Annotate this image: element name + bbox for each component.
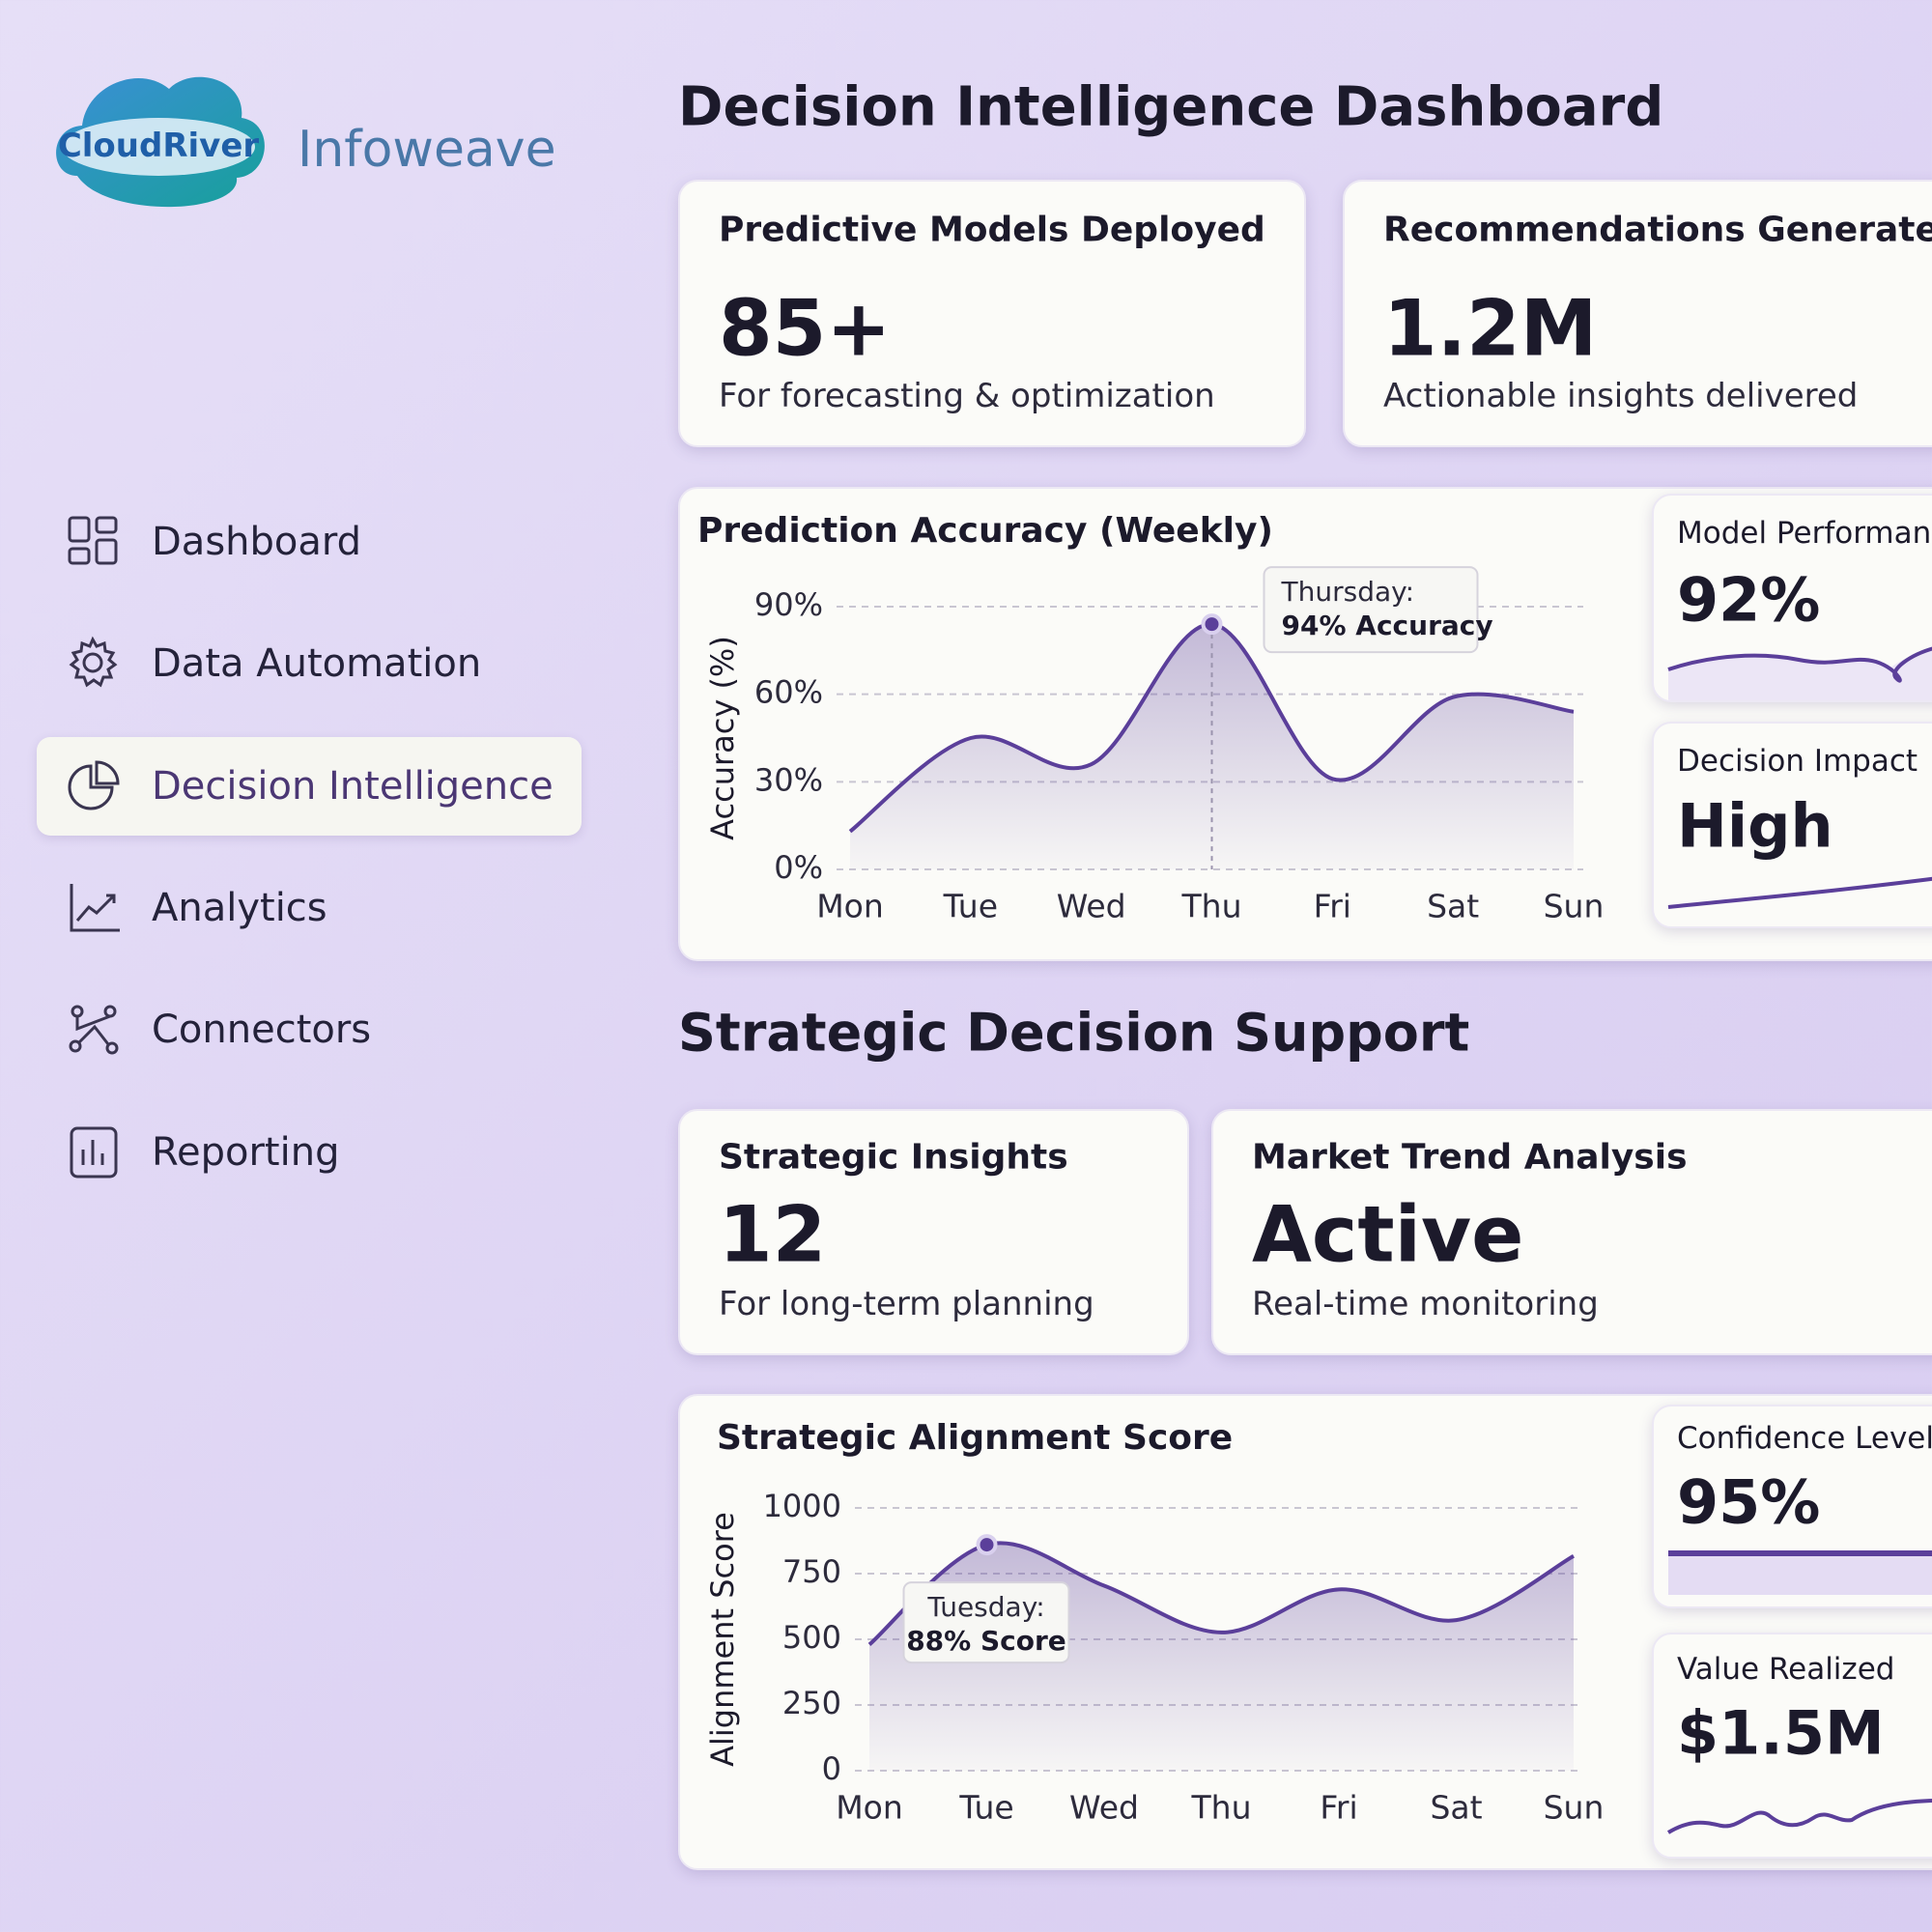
kpi-card: Predictive Models Deployed 85+ For forec… <box>678 180 1306 447</box>
card-title: Confidence Level <box>1677 1421 1932 1456</box>
insight-card: Strategic Insights 12 For long-term plan… <box>678 1109 1189 1355</box>
card-title: Market Trend Analysis <box>1252 1137 1688 1178</box>
card-value: 95% <box>1677 1466 1821 1538</box>
nav-label: Reporting <box>152 1130 340 1175</box>
card-value: 85+ <box>719 283 892 374</box>
card-value: 1.2M <box>1383 283 1598 374</box>
card-title: Decision Impact <box>1677 744 1918 779</box>
insight-card: Market Trend Analysis Active Real-time m… <box>1211 1109 1932 1355</box>
nav-item[interactable]: Dashboard <box>37 493 582 591</box>
card-value: 12 <box>719 1189 827 1280</box>
icon <box>68 760 120 810</box>
page-title: Decision Intelligence Dashboard <box>678 75 1664 139</box>
sparkline <box>1668 1550 1932 1595</box>
sparkline <box>1666 1798 1932 1834</box>
card-value: Active <box>1252 1189 1524 1280</box>
icon <box>69 636 118 688</box>
nav-label: Decision Intelligence <box>152 764 554 809</box>
metric-card: Decision Impact High <box>1652 722 1932 928</box>
sparkline <box>1667 646 1932 700</box>
icon <box>68 516 118 565</box>
section-title: Strategic Decision Support <box>678 1002 1470 1064</box>
card-value: 92% <box>1677 564 1821 636</box>
sparkline <box>1667 876 1932 909</box>
metric-card: Confidence Level 95% <box>1652 1405 1932 1608</box>
nav-item[interactable]: Data Automation <box>37 614 582 713</box>
card-title: Model Performan <box>1677 516 1932 551</box>
card-caption: For forecasting & optimization <box>719 377 1215 415</box>
cloudriver-logo: CloudRiver <box>56 76 265 208</box>
nav-item[interactable]: Connectors <box>37 980 582 1079</box>
icon <box>70 884 120 932</box>
icon <box>70 1126 118 1179</box>
metric-card: Model Performan 92% <box>1652 494 1932 702</box>
card-title: Strategic Insights <box>719 1137 1068 1178</box>
infoweave-logo: Infoweave <box>298 121 556 179</box>
card-caption: Actionable insights delivered <box>1383 377 1859 415</box>
nav-label: Connectors <box>152 1008 372 1052</box>
nav-label: Data Automation <box>152 641 482 686</box>
card-caption: Real-time monitoring <box>1252 1285 1599 1323</box>
nav-item[interactable]: Analytics <box>37 859 582 957</box>
nav-label: Dashboard <box>152 520 362 564</box>
brand-name: CloudRiver <box>58 127 260 165</box>
card-value: $1.5M <box>1677 1697 1885 1769</box>
metric-card: Value Realized $1.5M <box>1652 1633 1932 1859</box>
card-title: Predictive Models Deployed <box>719 210 1265 250</box>
nav-label: Analytics <box>152 886 327 930</box>
card-title: Recommendations Generated <box>1383 210 1932 250</box>
card-title: Value Realized <box>1677 1652 1895 1687</box>
card-value: High <box>1677 790 1833 862</box>
card-caption: For long-term planning <box>719 1285 1094 1323</box>
nav-item[interactable]: Reporting <box>37 1103 582 1202</box>
kpi-card: Recommendations Generated 1.2M Actionabl… <box>1343 180 1932 447</box>
nav-item[interactable]: Decision Intelligence <box>37 737 582 836</box>
icon <box>69 1005 119 1055</box>
